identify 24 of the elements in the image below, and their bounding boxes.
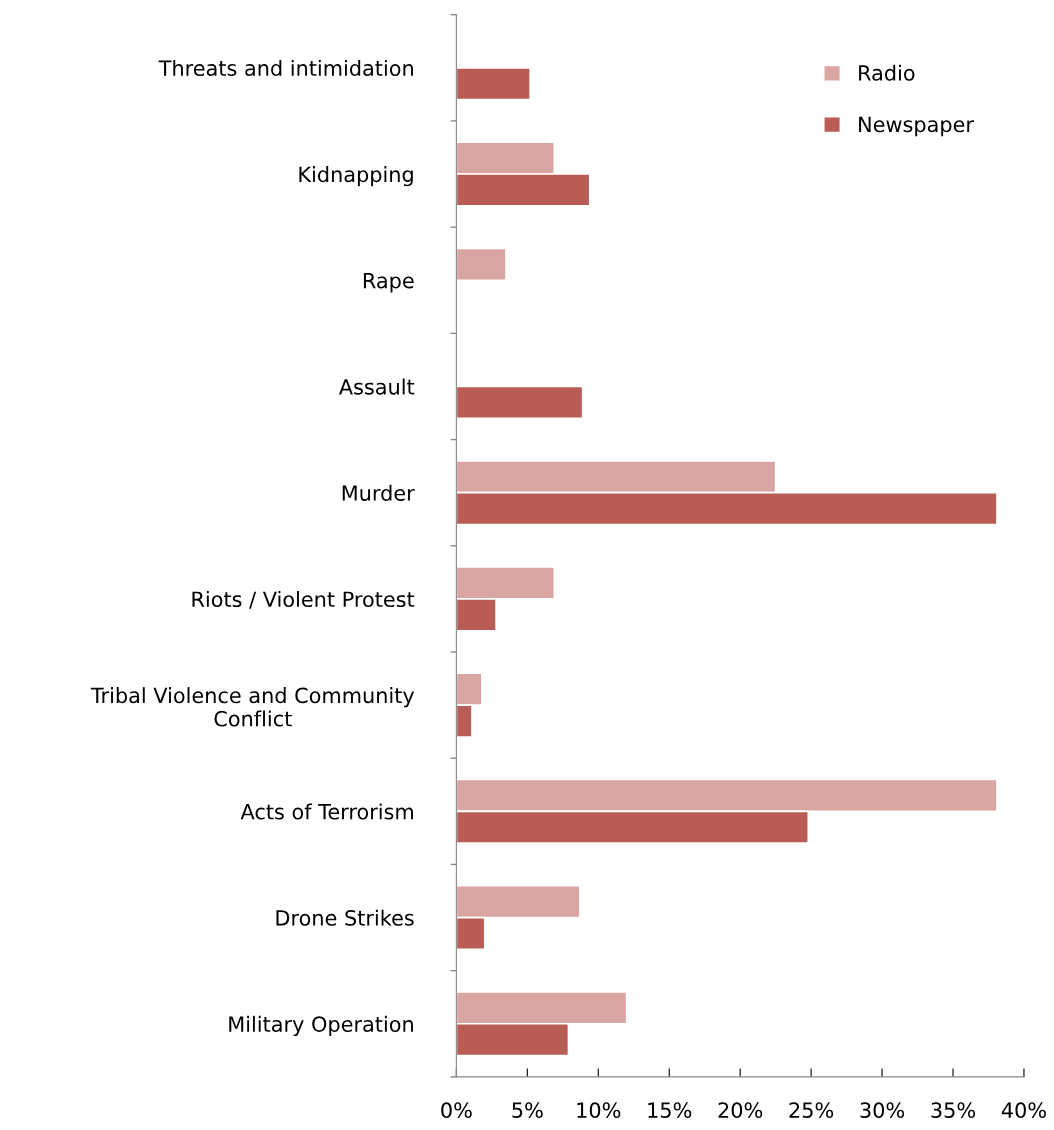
bar: [456, 247, 507, 282]
bar: [456, 66, 532, 101]
legend-label: Radio: [859, 64, 915, 81]
y-tick-label: Threats and intimidation: [158, 59, 413, 77]
x-tick-label: 35%: [931, 1102, 976, 1119]
bar: [456, 385, 584, 420]
x-tick-label: 20%: [718, 1102, 763, 1119]
y-tick-label: Rape: [363, 272, 414, 293]
y-tick-label: Tribal Violence and Community Conflict: [90, 687, 415, 727]
x-tick-label: 0%: [441, 1102, 472, 1119]
y-tick-label: Acts of Terrorism: [240, 803, 413, 820]
y-tick-label: Assault: [339, 378, 415, 395]
legend-label: Newspaper: [859, 116, 974, 137]
x-tick-label: 10%: [577, 1102, 621, 1119]
y-tick-label: Riots / Violent Protest: [192, 590, 415, 609]
x-tick-label: 5%: [512, 1102, 543, 1119]
y-tick-label: Murder: [342, 484, 415, 501]
y-tick-label: Drone Strikes: [276, 909, 414, 926]
x-tick-label: 30%: [860, 1102, 905, 1119]
y-tick-label: Kidnapping: [299, 166, 413, 187]
x-tick-label: 25%: [789, 1102, 834, 1119]
x-tick-label: 15%: [648, 1102, 692, 1119]
y-tick-label: Military Operation: [229, 1015, 413, 1037]
x-tick-label: 40%: [1001, 1102, 1046, 1119]
